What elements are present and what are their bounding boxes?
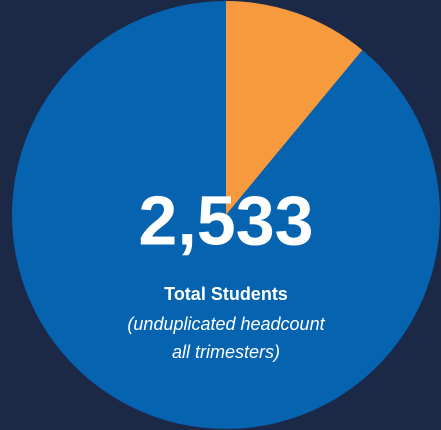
note-line: all trimesters) bbox=[172, 342, 280, 362]
caption: Total Students bbox=[164, 284, 288, 304]
note-line: (unduplicated headcount bbox=[127, 314, 325, 334]
pie-slice bbox=[226, 1, 363, 215]
pie-slice bbox=[11, 1, 440, 429]
headline: 2,533 bbox=[138, 181, 313, 259]
pie bbox=[11, 1, 440, 429]
